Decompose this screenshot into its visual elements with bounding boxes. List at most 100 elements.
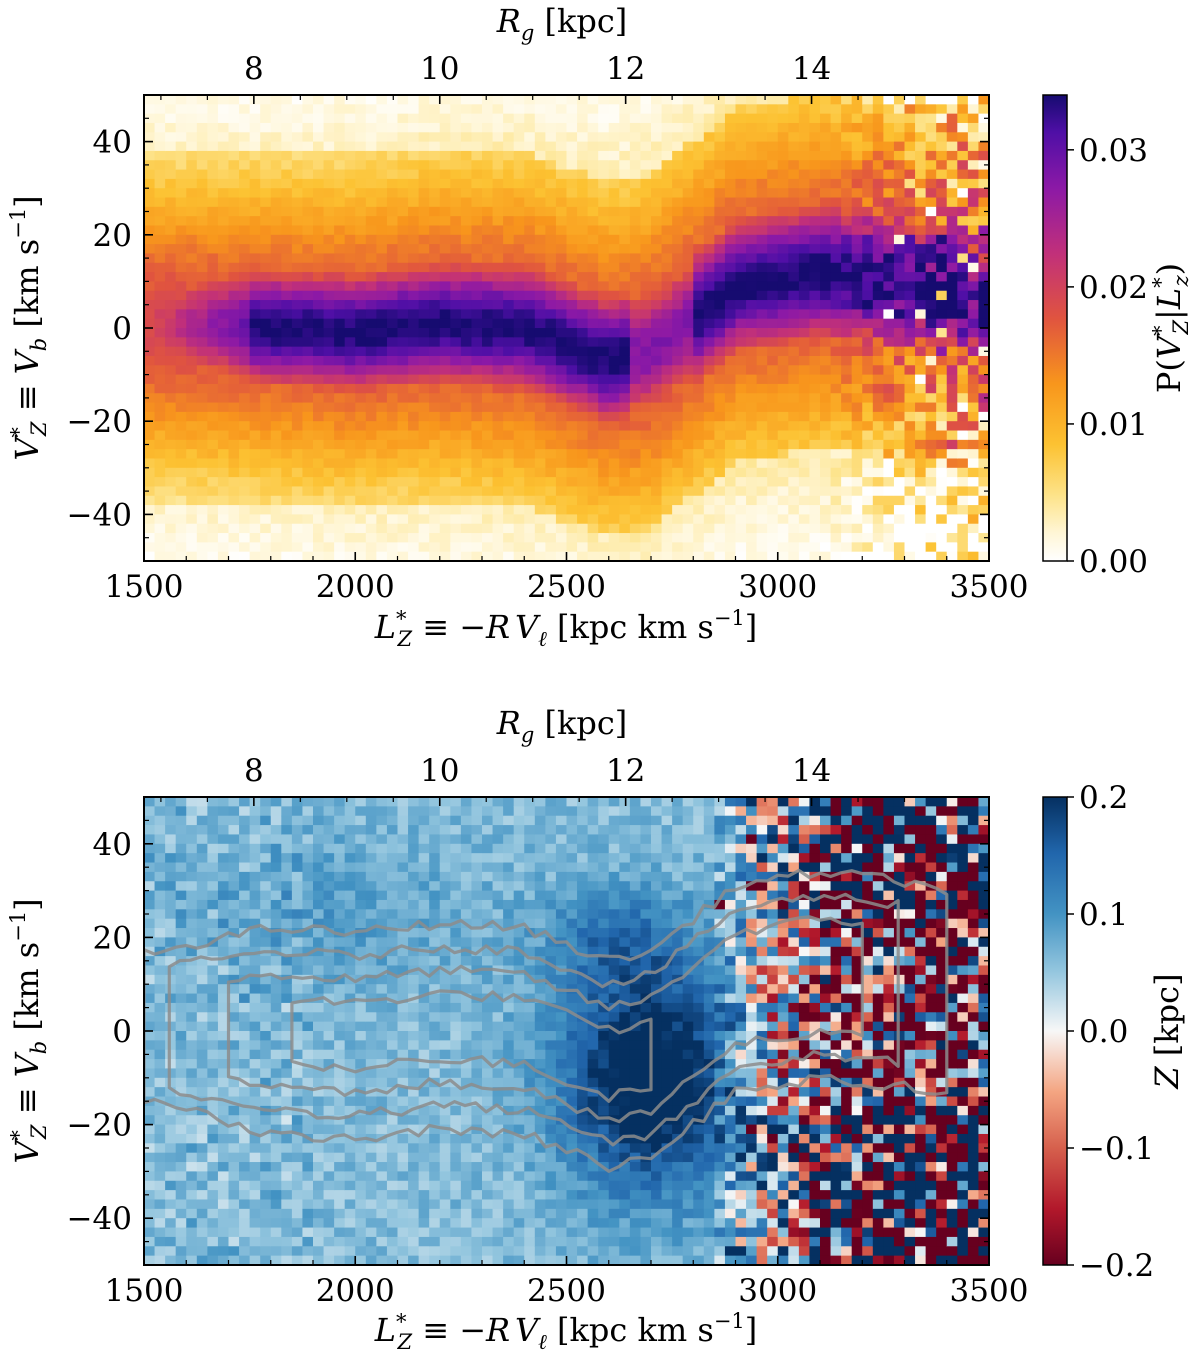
top-heatmap-cell: [714, 346, 726, 357]
top-heatmap-cell: [566, 365, 578, 376]
top-heatmap-cell: [883, 486, 895, 497]
top-heatmap-cell: [788, 318, 800, 329]
top-heatmap-cell: [724, 262, 737, 273]
top-heatmap-cell: [513, 346, 525, 357]
top-heatmap-cell: [566, 141, 578, 152]
top-heatmap-cell: [408, 197, 420, 208]
top-heatmap-cell: [249, 365, 261, 376]
top-heatmap-cell: [334, 178, 346, 189]
top-heatmap-cell: [408, 439, 420, 450]
top-heatmap-cell: [386, 421, 399, 432]
top-heatmap-cell: [893, 113, 906, 124]
top-heatmap-cell: [355, 225, 367, 236]
top-heatmap-cell: [291, 95, 304, 105]
top-heatmap-cell: [767, 132, 779, 143]
top-heatmap-cell: [925, 411, 937, 422]
top-heatmap-cell: [619, 300, 631, 310]
top-heatmap-cell: [228, 374, 240, 385]
top-heatmap-cell: [978, 439, 989, 450]
top-heatmap-cell: [503, 225, 515, 236]
bottom-heatmap-cell: [196, 853, 208, 864]
top-heatmap-cell: [302, 104, 314, 115]
top-heatmap-cell: [936, 318, 948, 329]
top-heatmap-cell: [270, 253, 282, 264]
top-heatmap-cell: [196, 290, 208, 301]
top-heatmap-cell: [703, 365, 715, 376]
bottom-heatmap-cell: [154, 881, 166, 892]
top-heatmap-cell: [598, 281, 610, 292]
top-heatmap-cell: [767, 393, 779, 404]
top-heatmap-cell: [936, 383, 948, 394]
top-heatmap-cell: [175, 272, 187, 282]
top-heatmap-cell: [365, 188, 377, 199]
top-heatmap-cell: [429, 355, 441, 366]
top-heatmap-cell: [925, 132, 937, 143]
bottom-heatmap-cell: [144, 1124, 156, 1135]
top-heatmap-cell: [408, 318, 420, 329]
top-heatmap-cell: [672, 281, 684, 292]
top-heatmap-cell: [672, 104, 684, 115]
top-heatmap-cell: [577, 300, 589, 310]
top-heatmap-cell: [376, 197, 388, 208]
top-heatmap-cell: [566, 225, 578, 236]
top-heatmap-cell: [355, 234, 367, 245]
top-heatmap-cell: [460, 542, 473, 553]
bottom-heatmap-cell: [281, 993, 293, 1004]
bottom-heatmap-cell: [281, 965, 293, 976]
bottom-heatmap-cell: [144, 993, 156, 1004]
bottom-heatmap-cell: [260, 834, 272, 845]
top-heatmap-cell: [196, 300, 208, 310]
bottom-heatmap-cell: [270, 1152, 282, 1163]
top-heatmap-cell: [186, 393, 198, 404]
top-heatmap-cell: [629, 95, 642, 105]
top-heatmap-cell: [746, 467, 758, 478]
top-heatmap-cell: [693, 150, 705, 161]
bottom-heatmap-cell: [186, 1068, 198, 1079]
bottom-heatmap-cell: [144, 928, 156, 938]
top-heatmap-cell: [270, 290, 282, 301]
bottom-heatmap-cell: [196, 1068, 208, 1079]
top-heatmap-cell: [524, 393, 536, 404]
top-heatmap-cell: [239, 253, 251, 264]
bottom-heatmap-cell: [281, 1180, 293, 1191]
top-heatmap-cell: [608, 169, 620, 180]
top-heatmap-cell: [323, 365, 335, 376]
top-heatmap-cell: [661, 355, 673, 366]
top-heatmap-cell: [693, 383, 705, 394]
top-heatmap-cell: [577, 160, 589, 171]
top-heatmap-cell: [629, 253, 642, 264]
top-heatmap-cell: [418, 393, 430, 404]
top-heatmap-cell: [228, 141, 240, 152]
bottom-heatmap-cell: [186, 853, 198, 864]
bottom-heatmap-cell: [249, 890, 261, 901]
top-heatmap-cell: [619, 253, 631, 264]
top-heatmap-cell: [672, 542, 684, 553]
top-heatmap-cell: [788, 95, 800, 105]
top-heatmap-cell: [534, 355, 546, 366]
top-heatmap-cell: [978, 262, 989, 273]
y-tick-label: 0: [112, 311, 132, 347]
top-heatmap-cell: [302, 505, 314, 515]
top-heatmap-cell: [344, 402, 356, 413]
bottom-heatmap-cell: [249, 797, 261, 807]
top-heatmap-cell: [587, 439, 599, 450]
bottom-heatmap-cell: [323, 881, 335, 892]
top-heatmap-cell: [228, 365, 240, 376]
top-heatmap-cell: [249, 244, 261, 255]
top-heatmap-cell: [809, 290, 821, 301]
top-heatmap-cell: [555, 365, 568, 376]
top-heatmap-cell: [777, 188, 789, 199]
top-heatmap-cell: [450, 234, 462, 245]
top-heatmap-cell: [175, 411, 187, 422]
top-heatmap-cell: [154, 467, 166, 478]
top-heatmap-cell: [566, 411, 578, 422]
top-heatmap-cell: [809, 355, 821, 366]
bottom-heatmap-cell: [270, 834, 282, 845]
top-heatmap-cell: [334, 346, 346, 357]
bottom-heatmap-cell: [302, 1087, 314, 1098]
top-heatmap-cell: [545, 402, 557, 413]
top-heatmap-cell: [175, 318, 187, 329]
bottom-heatmap-cell: [260, 815, 272, 826]
top-heatmap-cell: [672, 253, 684, 264]
top-heatmap-cell: [883, 234, 895, 245]
